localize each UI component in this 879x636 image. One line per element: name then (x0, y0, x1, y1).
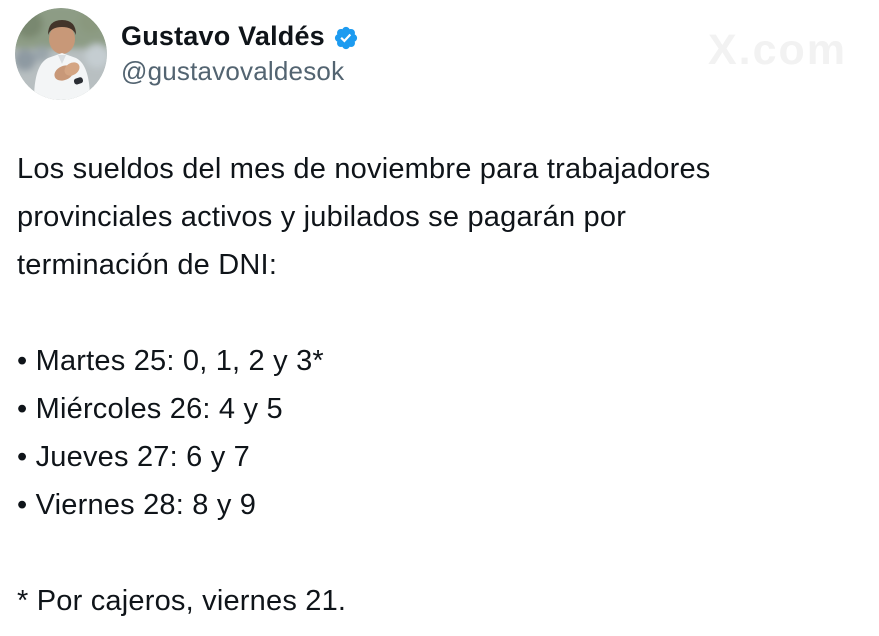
avatar[interactable] (15, 8, 107, 100)
verified-badge-icon (333, 25, 359, 51)
author-handle[interactable]: @gustavovaldesok (121, 56, 345, 86)
payment-schedule-item: • Martes 25: 0, 1, 2 y 3* (17, 345, 324, 377)
tweet-footnote: * Por cajeros, viernes 21. (17, 585, 347, 617)
watermark: X.com (708, 26, 848, 74)
tweet-intro-text: Los sueldos del mes de noviembre para tr… (17, 153, 711, 281)
author-name: Gustavo Valdés (121, 21, 325, 51)
payment-schedule-item: • Miércoles 26: 4 y 5 (17, 393, 283, 425)
payment-schedule-item: • Viernes 28: 8 y 9 (17, 489, 257, 521)
tweet-body: Los sueldos del mes de noviembre para tr… (17, 145, 862, 625)
payment-schedule-item: • Jueves 27: 6 y 7 (17, 441, 250, 473)
author-name-row[interactable]: Gustavo Valdés (121, 21, 359, 52)
profile-avatar-image (15, 8, 107, 100)
payment-schedule-list: • Martes 25: 0, 1, 2 y 3* • Miércoles 26… (17, 337, 862, 529)
